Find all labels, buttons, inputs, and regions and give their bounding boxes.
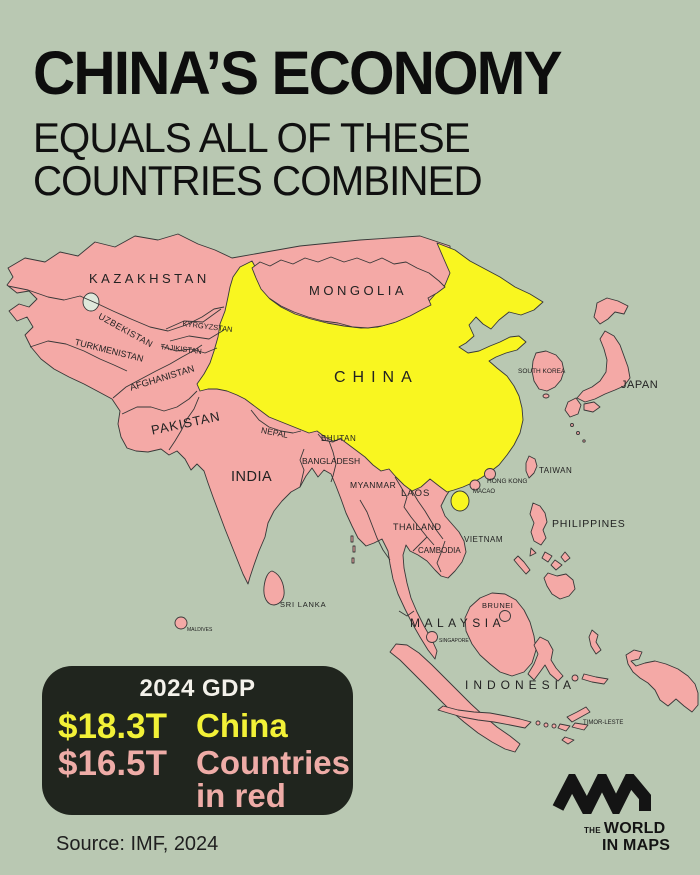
logo-world: WORLD (603, 820, 666, 837)
city-state-circles (174, 468, 511, 643)
subtitle-line-2: COUNTRIES COMBINED (33, 157, 483, 204)
page-title: CHINA’S ECONOMY (33, 39, 562, 107)
jeju-shape (542, 393, 550, 399)
red-countries-gdp-label: Countries in red (196, 744, 351, 814)
sumatra-shape (389, 643, 521, 753)
south-korea-shape (531, 350, 565, 392)
gdp-row-china: $18.3T China (58, 707, 337, 746)
seram-shape (581, 673, 609, 685)
wm-logo-icon (552, 765, 651, 823)
singapore-circle (426, 631, 438, 643)
maldives-circle (174, 616, 188, 630)
kyushu-shape (564, 397, 582, 418)
halmahera-shape (588, 629, 602, 655)
timor-shape (566, 706, 591, 723)
sri-lanka-shape (263, 570, 285, 606)
luzon-shape (529, 502, 548, 546)
gdp-row-red-countries: $16.5T Countries in red (58, 744, 350, 812)
taiwan-shape (525, 455, 538, 479)
aral-sea-shape (82, 292, 100, 312)
world-in-maps-logo: THE WORLD IN MAPS (552, 765, 682, 854)
brunei-circle (499, 610, 511, 622)
china-gdp-value: $18.3T (58, 707, 167, 746)
honshu-shape (576, 330, 631, 403)
red-countries-gdp-value: $16.5T (58, 744, 167, 784)
logo-text: THE WORLD IN MAPS (584, 821, 682, 854)
subtitle-line-1: EQUALS ALL OF THESE (33, 114, 471, 161)
header: CHINA’S ECONOMY EQUALS ALL OF THESE COUN… (33, 38, 583, 202)
sulawesi-shape (527, 636, 564, 682)
gdp-stats-heading: 2024 GDP (139, 675, 256, 702)
island-shapes (263, 297, 699, 753)
shikoku-shape (583, 401, 601, 413)
page-subtitle: EQUALS ALL OF THESE COUNTRIES COMBINED (33, 116, 561, 202)
logo-the: THE (584, 826, 601, 835)
palawan-shape (513, 555, 531, 575)
papua-shape (625, 649, 699, 713)
java-shape (437, 705, 532, 729)
map-shapes (6, 233, 699, 753)
borneo-shape (464, 592, 537, 677)
gdp-stats-panel: 2024 GDP $18.3T China $16.5T Countries i… (42, 666, 353, 815)
logo-in-maps: IN MAPS (602, 837, 671, 854)
mongolia-shape (251, 256, 446, 329)
hong-kong-circle (484, 468, 496, 480)
macao-circle (469, 479, 481, 491)
source-credit: Source: IMF, 2024 (56, 833, 219, 855)
mindanao-shape (543, 572, 576, 600)
hokkaido-shape (593, 297, 629, 325)
china-gdp-label: China (196, 707, 288, 744)
country-borders (7, 285, 529, 637)
hainan-island-shape (450, 490, 470, 512)
